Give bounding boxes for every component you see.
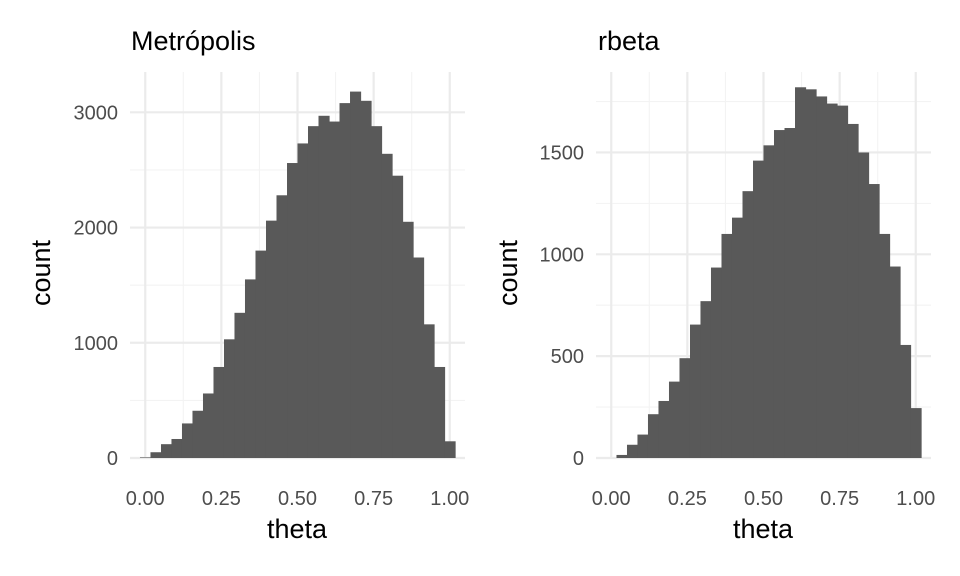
y-tick-label: 3000 — [74, 102, 119, 124]
histogram-bar — [192, 410, 204, 458]
histogram-bar — [213, 366, 225, 458]
histogram-bar — [381, 153, 393, 458]
histogram-bar — [160, 444, 173, 458]
x-tick-label: 1.00 — [896, 488, 935, 510]
histogram-bar — [689, 324, 702, 458]
histogram-bar — [753, 160, 765, 458]
histogram-bar — [287, 163, 299, 459]
histogram-bar — [826, 103, 838, 458]
histogram-bar — [900, 344, 912, 458]
histogram-bar — [742, 191, 754, 458]
histogram-bar — [402, 221, 414, 458]
histogram-bar — [150, 452, 162, 458]
x-tick-label: 0.25 — [202, 488, 241, 510]
histogram-bar — [339, 103, 351, 459]
histogram-bar — [721, 233, 733, 458]
x-tick-label: 0.00 — [592, 488, 631, 510]
x-axis-label: theta — [733, 514, 794, 544]
y-tick-label: 500 — [551, 346, 584, 368]
y-axis-label: count — [26, 239, 56, 306]
x-tick-label: 0.75 — [820, 488, 859, 510]
y-tick-labels: 0 500 1000 1500 — [540, 142, 585, 470]
histogram-bar — [647, 414, 660, 458]
chart-title: rbeta — [598, 26, 661, 56]
histogram-bar — [910, 408, 922, 458]
histogram-bar — [171, 438, 183, 458]
x-tick-labels: 0.00 0.25 0.50 0.75 1.00 — [126, 488, 469, 510]
histogram-bar — [234, 312, 246, 458]
histogram-bar — [413, 257, 425, 458]
histogram-bar — [244, 279, 257, 458]
chart-title: Metrópolis — [131, 26, 256, 56]
histogram-bar — [329, 121, 341, 459]
histogram-bar — [139, 457, 152, 458]
histogram-bar — [816, 96, 828, 459]
histogram-bar — [773, 130, 786, 458]
histogram-bar — [700, 301, 712, 458]
histogram-bar — [626, 444, 639, 458]
histogram-bar — [837, 105, 849, 458]
histogram-bar — [868, 184, 880, 458]
histogram-bar — [265, 220, 278, 458]
histogram-bar — [255, 250, 267, 458]
histogram-bar — [276, 195, 288, 458]
histogram-bar — [679, 358, 691, 458]
histogram-bar — [637, 434, 649, 458]
y-tick-label: 1000 — [540, 244, 585, 266]
y-tick-label: 0 — [573, 448, 584, 470]
histogram-bar — [434, 366, 446, 458]
x-tick-label: 0.75 — [354, 488, 393, 510]
y-tick-label: 0 — [107, 448, 118, 470]
x-axis-label: theta — [267, 514, 328, 544]
bars — [139, 91, 456, 459]
histogram-bar — [202, 393, 215, 458]
histogram-bar — [223, 339, 236, 458]
bars — [616, 87, 922, 459]
histogram-bar — [795, 87, 807, 459]
y-tick-label: 1500 — [540, 142, 585, 164]
histogram-bar — [668, 381, 681, 458]
histogram-bar — [658, 400, 670, 458]
histogram-bar — [763, 145, 775, 458]
histogram-bar — [444, 441, 456, 458]
x-tick-label: 0.50 — [278, 488, 317, 510]
x-tick-label: 0.00 — [126, 488, 165, 510]
x-tick-labels: 0.00 0.25 0.50 0.75 1.00 — [592, 488, 935, 510]
histogram-bar — [392, 175, 404, 459]
histogram-bar — [371, 126, 383, 459]
histogram-bar — [616, 454, 628, 458]
histogram-bar — [360, 100, 372, 458]
histogram-bar — [858, 152, 870, 458]
y-tick-label: 2000 — [74, 218, 119, 240]
y-tick-labels: 0 1000 2000 3000 — [74, 102, 119, 470]
histogram-bar — [423, 324, 435, 458]
histogram-bar — [307, 126, 320, 459]
x-tick-label: 1.00 — [430, 488, 469, 510]
histogram-bar — [731, 217, 744, 458]
x-tick-label: 0.50 — [744, 488, 783, 510]
histogram-bar — [318, 115, 330, 459]
y-tick-label: 1000 — [74, 333, 119, 355]
x-tick-label: 0.25 — [668, 488, 707, 510]
chart-panel-metropolis: Metrópolis 0 1000 2000 3000 0.00 0.25 0.50 0.7… — [26, 26, 469, 544]
y-axis-label: count — [493, 239, 523, 306]
histogram-bar — [784, 128, 796, 458]
histogram-bar — [710, 267, 723, 458]
histogram-bar — [297, 143, 309, 458]
histogram-bar — [350, 91, 362, 458]
histogram-bar — [889, 266, 901, 458]
histogram-bar — [181, 423, 194, 458]
histogram-bar — [847, 123, 859, 458]
histogram-bar — [805, 89, 817, 458]
histogram-bar — [879, 233, 891, 458]
